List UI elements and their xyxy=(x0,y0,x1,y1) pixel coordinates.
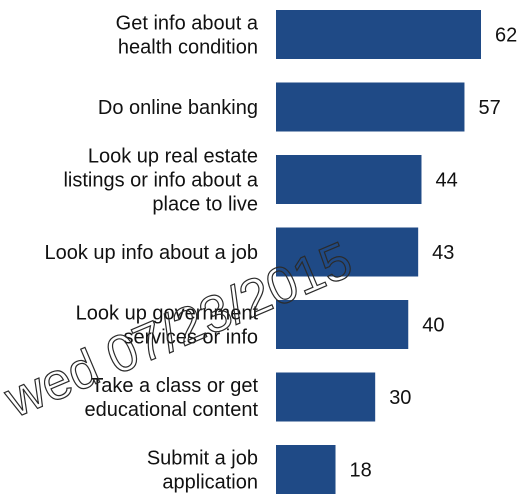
category-label-line: application xyxy=(162,472,258,494)
category-label-3: Look up info about a job xyxy=(44,242,258,264)
bar-0 xyxy=(276,10,481,59)
category-label-line: Look up info about a job xyxy=(44,242,258,264)
category-label-line: Look up real estate xyxy=(88,146,258,168)
value-label-5: 30 xyxy=(389,387,411,409)
bar-2 xyxy=(276,155,422,204)
bar-4 xyxy=(276,300,409,349)
value-label-4: 40 xyxy=(422,315,444,337)
category-label-line: Get info about a xyxy=(116,13,259,35)
category-label-line: Do online banking xyxy=(98,97,258,119)
category-label-line: listings or info about a xyxy=(63,170,258,192)
category-label-line: educational content xyxy=(85,399,259,421)
bars-layer xyxy=(276,10,481,494)
category-label-line: Look up government xyxy=(76,303,259,325)
value-labels-layer: 62 57 44 43 40 30 18 xyxy=(350,25,518,482)
value-label-1: 57 xyxy=(478,97,500,119)
category-label-line: services or info xyxy=(124,327,259,349)
bar-6 xyxy=(276,445,336,494)
value-label-2: 44 xyxy=(435,170,457,192)
category-label-line: place to live xyxy=(152,194,258,216)
bar-3 xyxy=(276,227,419,277)
bar-5 xyxy=(276,372,376,422)
value-label-0: 62 xyxy=(495,25,517,47)
category-label-line: Take a class or get xyxy=(91,375,258,397)
category-label-1: Do online banking xyxy=(98,97,258,119)
bar-1 xyxy=(276,82,465,132)
category-label-line: health condition xyxy=(118,37,258,59)
category-label-line: Submit a job xyxy=(147,448,258,470)
value-label-6: 18 xyxy=(350,460,372,482)
value-label-3: 43 xyxy=(432,242,454,264)
